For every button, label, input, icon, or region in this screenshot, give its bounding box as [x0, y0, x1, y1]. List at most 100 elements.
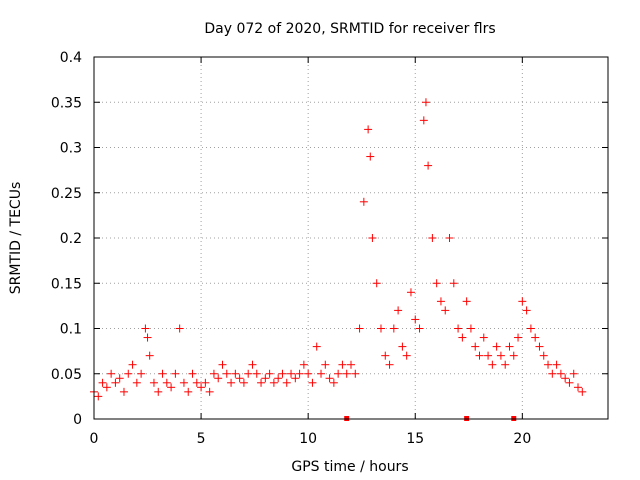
data-point [548, 369, 557, 378]
data-point [132, 378, 141, 387]
data-point [531, 333, 540, 342]
x-tick-labels: 0 5 10 15 20 [90, 431, 532, 447]
data-point [188, 369, 197, 378]
data-point [111, 378, 120, 387]
data-point [244, 369, 253, 378]
data-point [398, 342, 407, 351]
data-point [539, 351, 548, 360]
data-point [231, 369, 240, 378]
data-point [137, 369, 146, 378]
data-point [366, 152, 375, 161]
data-point [192, 378, 201, 387]
data-point [158, 369, 167, 378]
y-tick-label: 0.2 [60, 231, 82, 247]
data-point [321, 360, 330, 369]
data-point [518, 297, 527, 306]
data-point [145, 351, 154, 360]
data-point [338, 360, 347, 369]
y-tick-label: 0.15 [51, 276, 82, 292]
data-point [248, 360, 257, 369]
data-point [445, 234, 454, 242]
axis-ticks [93, 56, 608, 420]
data-point [381, 351, 390, 360]
data-point [394, 306, 403, 315]
data-point [428, 234, 437, 242]
data-point [454, 324, 463, 333]
y-tick-label: 0.25 [51, 186, 82, 202]
data-point [295, 369, 304, 378]
data-point [141, 324, 150, 333]
data-point [368, 234, 377, 242]
grid-lines [94, 57, 608, 419]
data-point [514, 333, 523, 342]
data-point [556, 369, 565, 378]
data-point [415, 324, 424, 333]
data-point [578, 387, 587, 396]
data-point [102, 383, 111, 392]
data-point [475, 351, 484, 360]
chart-title: Day 072 of 2020, SRMTID for receiver flr… [204, 21, 495, 37]
data-point [128, 360, 137, 369]
data-point [304, 369, 313, 378]
data-point [561, 374, 570, 383]
x-tick-label: 10 [299, 431, 317, 447]
data-point [269, 378, 278, 387]
data-point [436, 297, 445, 306]
data-point [265, 369, 274, 378]
data-point [329, 378, 338, 387]
data-point [574, 383, 583, 392]
data-point [312, 342, 321, 351]
data-point [282, 378, 291, 387]
data-point [479, 333, 488, 342]
x-axis-title: GPS time / hours [291, 459, 408, 475]
data-point [342, 369, 351, 378]
data-point [441, 306, 450, 315]
data-point [205, 387, 214, 396]
x-tick-label: 15 [406, 431, 424, 447]
data-point [484, 351, 493, 360]
y-tick-label: 0 [73, 412, 82, 428]
data-point [552, 360, 561, 369]
data-point [115, 374, 124, 383]
data-point [291, 374, 300, 383]
data-point [509, 351, 518, 360]
y-tick-label: 0.35 [51, 95, 82, 111]
data-point [411, 315, 420, 324]
data-point [449, 279, 458, 288]
data-point [325, 374, 334, 383]
data-point [222, 369, 231, 378]
data-point [143, 333, 152, 342]
data-point [424, 161, 433, 170]
x-tick-label: 0 [90, 431, 99, 447]
data-point [218, 360, 227, 369]
data-point [227, 378, 236, 387]
data-point [406, 288, 415, 297]
data-point [214, 374, 223, 383]
data-point [261, 374, 270, 383]
data-point [462, 297, 471, 306]
data-point [317, 369, 326, 378]
data-point [419, 116, 428, 125]
data-point [197, 383, 206, 392]
data-point [98, 378, 107, 387]
data-point [201, 378, 210, 387]
data-point [466, 324, 475, 333]
data-point [505, 342, 514, 351]
data-point [565, 378, 574, 387]
data-point [184, 387, 193, 396]
data-points [90, 98, 587, 401]
data-point [175, 324, 184, 333]
data-point [154, 387, 163, 396]
data-point [492, 342, 501, 351]
data-point [287, 369, 296, 378]
data-point [385, 360, 394, 369]
data-point [239, 378, 248, 387]
y-tick-label: 0.4 [60, 50, 82, 66]
data-point [355, 324, 364, 333]
data-point [119, 387, 128, 396]
data-point [535, 342, 544, 351]
data-point [334, 369, 343, 378]
data-point [376, 324, 385, 333]
x-tick-label: 20 [513, 431, 531, 447]
data-point [252, 369, 261, 378]
